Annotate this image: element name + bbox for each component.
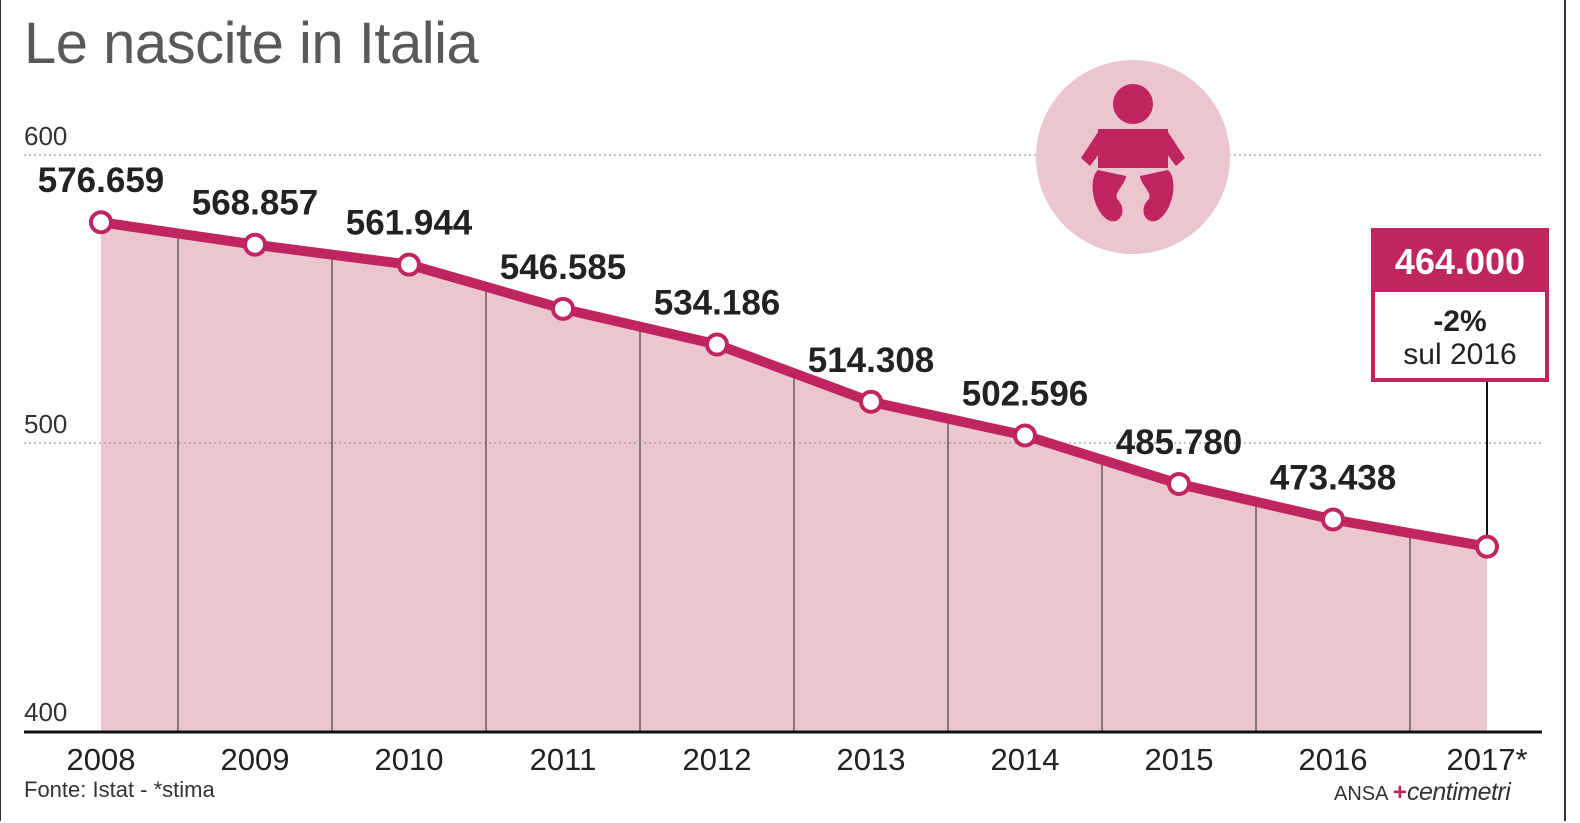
data-label: 514.308: [808, 341, 935, 380]
chart-title: Le nascite in Italia: [24, 11, 479, 76]
data-point: [89, 210, 113, 235]
callout-change: -2%: [1433, 305, 1487, 338]
data-point: [1475, 534, 1499, 559]
x-tick-label: 2014: [991, 742, 1060, 775]
data-label: 502.596: [962, 375, 1089, 414]
y-tick-label: 400: [24, 697, 67, 727]
data-point: [705, 332, 729, 357]
data-point: [1167, 471, 1191, 496]
x-tick-label: 2012: [683, 742, 752, 775]
line-area-chart: 400 500 600 576.659 2008 568.857 2009 561.944 20…: [24, 121, 1542, 775]
y-tick-label: 600: [24, 121, 67, 151]
data-label: 576.659: [38, 161, 165, 200]
brand-centimetri: centimetri: [1406, 778, 1511, 806]
x-tick-label: 2008: [67, 742, 136, 775]
callout-subtext: sul 2016: [1403, 338, 1517, 371]
data-point: [243, 232, 267, 257]
x-tick-label: 2016: [1299, 742, 1368, 775]
x-tick-label: 2011: [530, 742, 597, 775]
source-note: Fonte: Istat - *stima: [24, 777, 215, 802]
data-point: [551, 296, 575, 321]
data-label: 568.857: [192, 184, 319, 223]
brand-ansa: ANSA: [1334, 783, 1388, 805]
brand-logo: ANSA +centimetri: [1334, 778, 1511, 807]
data-label: 546.585: [500, 248, 627, 287]
data-point: [1013, 423, 1037, 448]
y-tick-label: 500: [24, 409, 67, 439]
series-line: [100, 217, 1488, 552]
callout-box: 464.000 -2% sul 2016: [1371, 228, 1549, 382]
data-point: [1321, 507, 1345, 532]
data-point: [859, 389, 883, 414]
data-label: 485.780: [1116, 423, 1243, 462]
x-tick-label: 2010: [375, 742, 444, 775]
callout-value: 464.000: [1375, 232, 1545, 292]
baby-icon-circle: [1036, 60, 1230, 254]
data-label: 473.438: [1270, 458, 1397, 497]
baby-icon: [1081, 84, 1185, 222]
x-tick-label: 2015: [1145, 742, 1214, 775]
data-point: [397, 252, 421, 277]
data-label: 534.186: [654, 284, 781, 323]
plus-icon: +: [1392, 779, 1407, 806]
x-tick-label: 2017*: [1446, 742, 1527, 775]
data-label: 561.944: [346, 204, 473, 243]
x-tick-label: 2009: [221, 742, 290, 775]
x-tick-label: 2013: [837, 742, 906, 775]
